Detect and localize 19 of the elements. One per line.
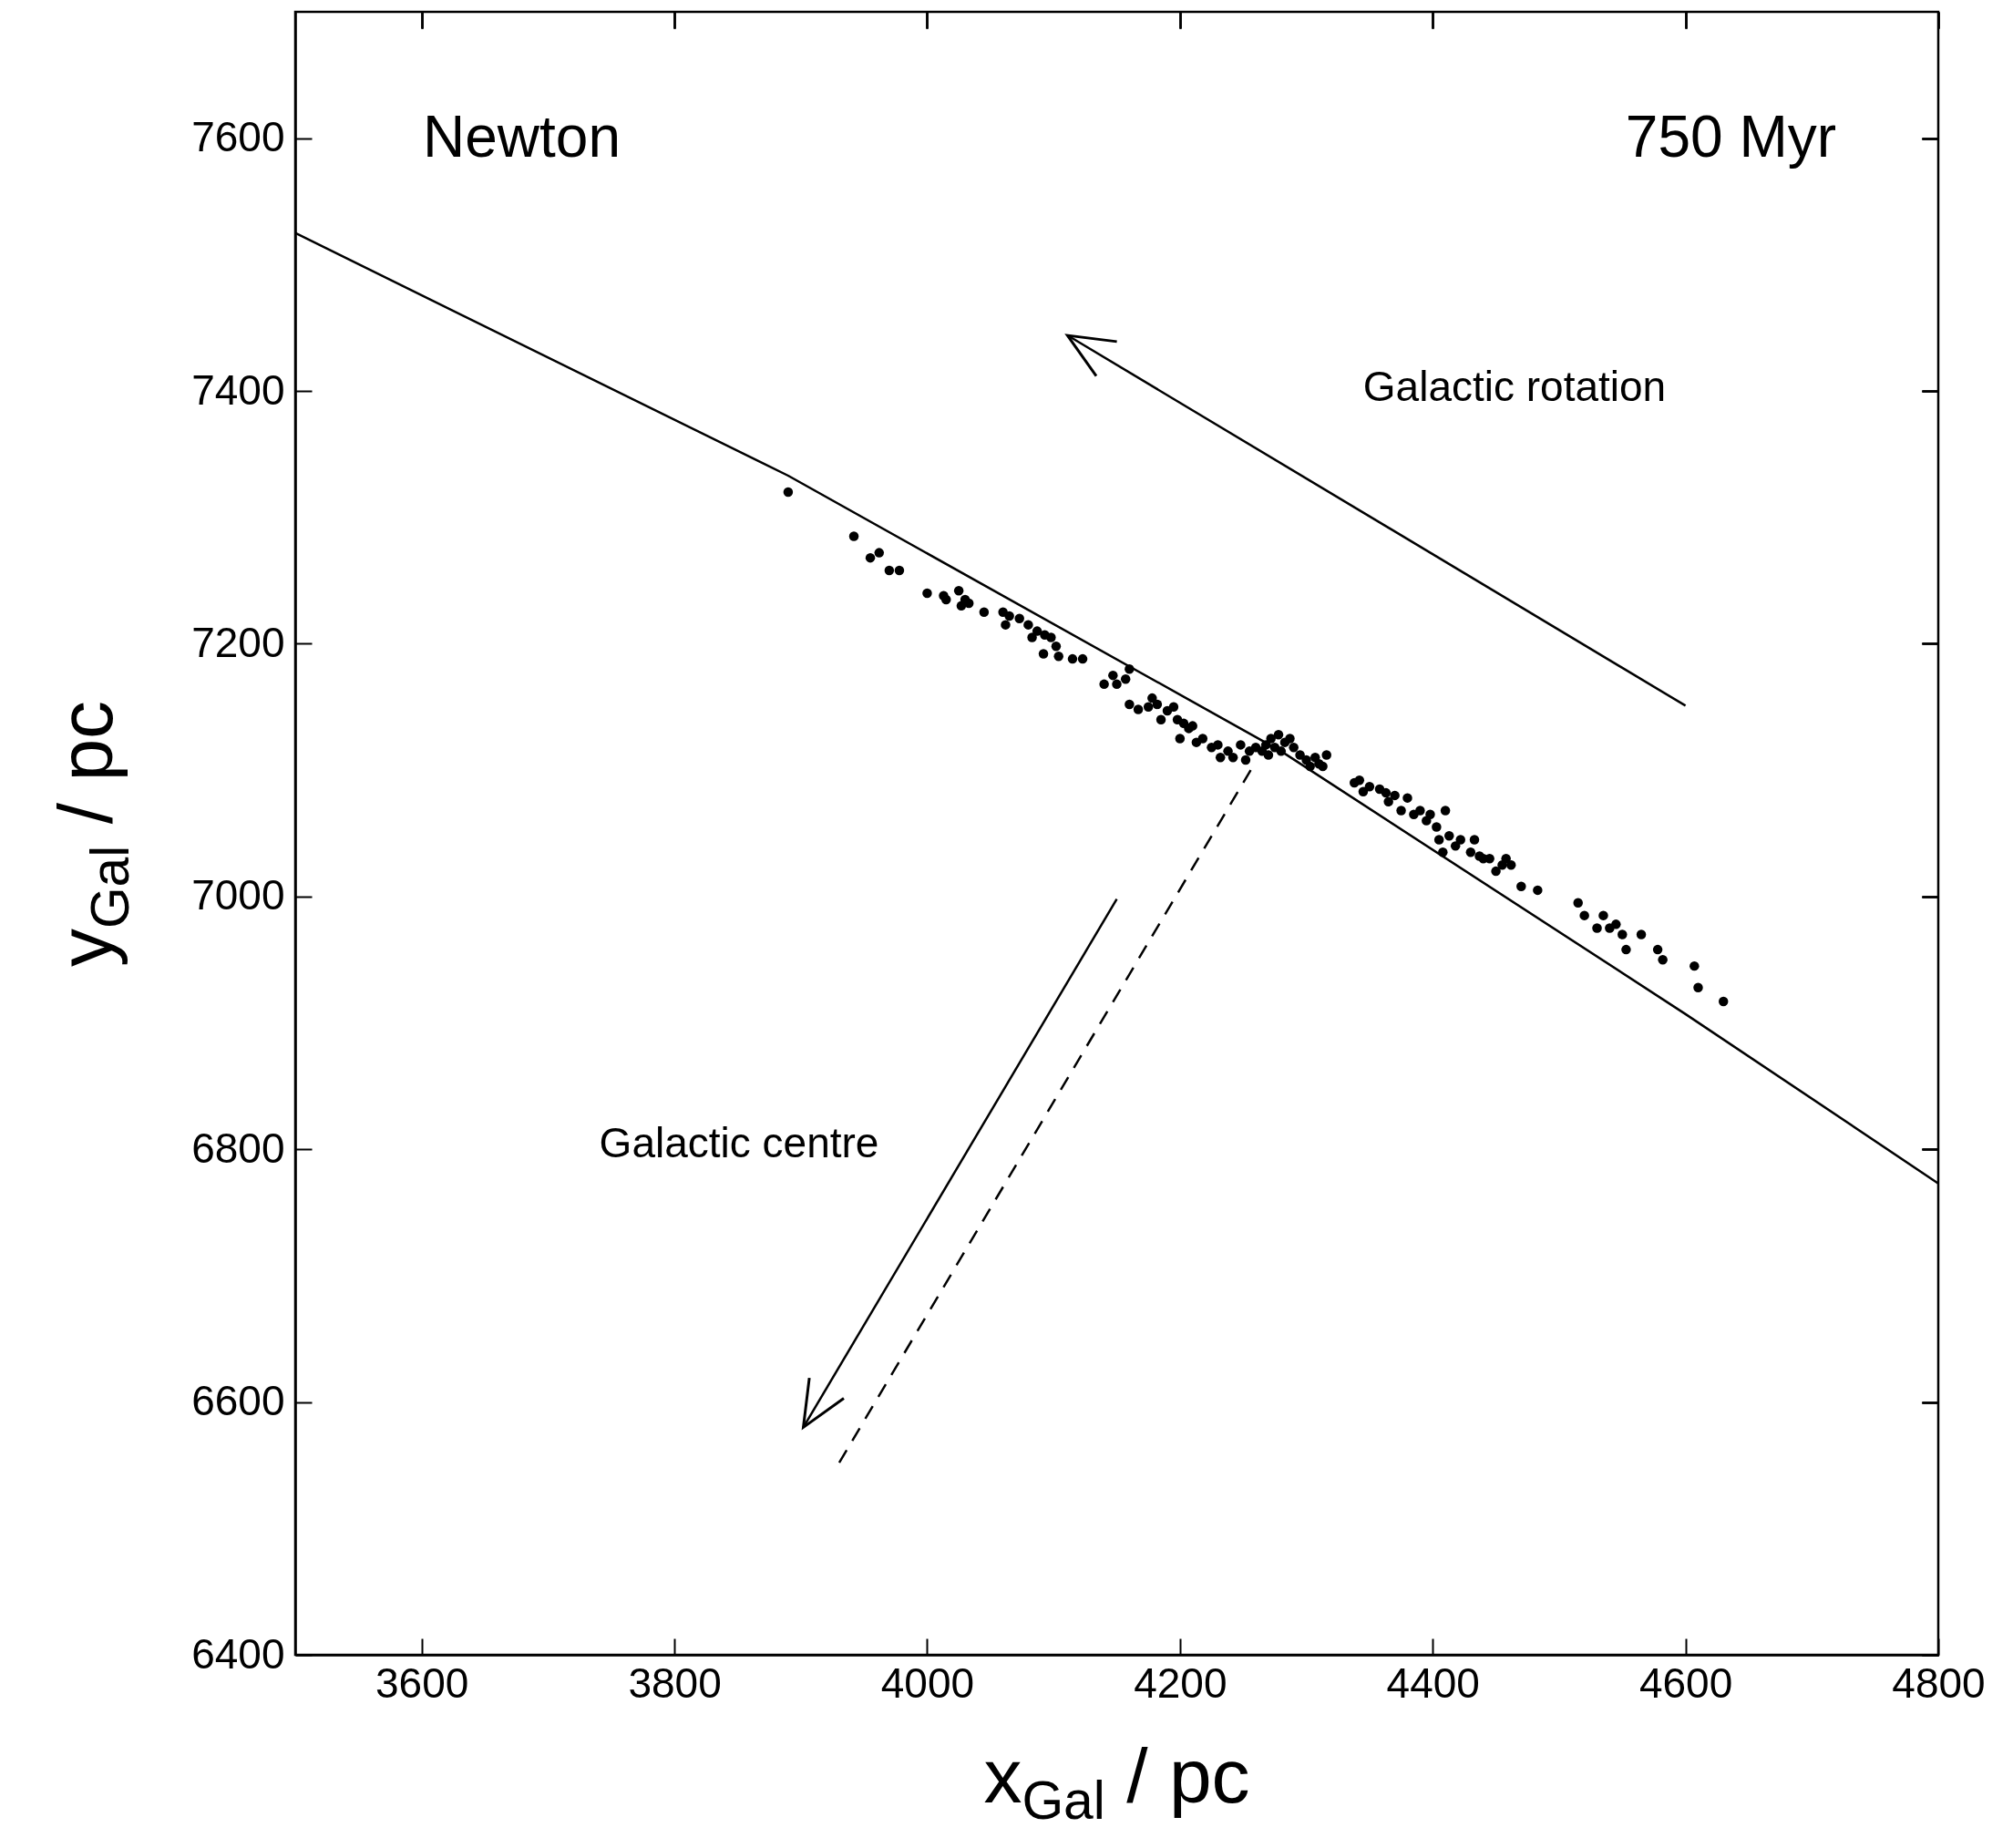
x-tick-label: 4600: [1638, 1658, 1733, 1707]
y-tick-label: 6600: [191, 1377, 285, 1425]
y-tick-label: 7000: [191, 871, 285, 919]
y-tick-label: 7200: [191, 618, 285, 666]
y-tick-label: 6800: [191, 1124, 285, 1172]
x-tick-label: 3800: [628, 1658, 722, 1707]
y-tick-label: 7600: [191, 113, 285, 161]
annotation: 750 Myr: [1625, 104, 1836, 169]
x-tick-label: 4200: [1134, 1658, 1227, 1707]
annotation: Galactic rotation: [1362, 363, 1667, 410]
y-tick-label: 6400: [191, 1629, 285, 1678]
annotation: Newton: [423, 104, 621, 169]
x-tick-label: 4800: [1892, 1658, 1986, 1707]
x-tick-label: 4000: [880, 1658, 975, 1707]
y-tick-label: 7400: [191, 365, 285, 414]
annotation: Galactic centre: [599, 1119, 879, 1166]
x-axis-title: x$_{Gal}$ / pc: [983, 1732, 1250, 1831]
x-tick-label: 3600: [375, 1658, 469, 1707]
x-tick-label: 4400: [1386, 1658, 1480, 1707]
